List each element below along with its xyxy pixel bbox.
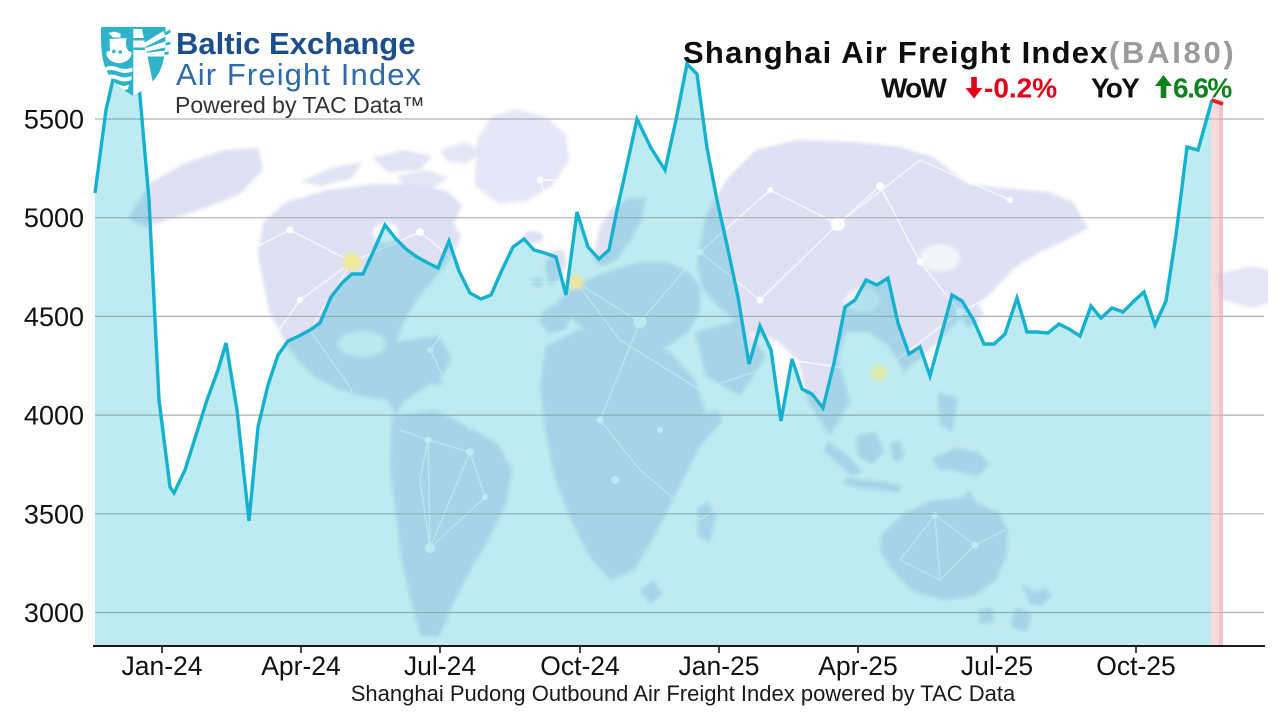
svg-text:Shanghai Air Freight Index: Shanghai Air Freight Index: [683, 35, 1109, 70]
svg-text:Oct-25: Oct-25: [1096, 651, 1176, 681]
svg-text:Jan-24: Jan-24: [121, 651, 202, 681]
svg-text:Jan-25: Jan-25: [678, 651, 759, 681]
svg-text:3500: 3500: [24, 499, 84, 529]
svg-text:3000: 3000: [24, 598, 84, 628]
svg-text:5000: 5000: [24, 203, 84, 233]
svg-text:4500: 4500: [24, 302, 84, 332]
svg-text:4000: 4000: [24, 401, 84, 431]
svg-text:Apr-25: Apr-25: [818, 651, 898, 681]
svg-text:YoY: YoY: [1091, 73, 1140, 104]
svg-text:Jul-24: Jul-24: [404, 651, 476, 681]
svg-text:Apr-24: Apr-24: [261, 651, 341, 681]
svg-text:5500: 5500: [24, 105, 84, 135]
svg-text:Oct-24: Oct-24: [540, 651, 620, 681]
svg-text:6.6%: 6.6%: [1173, 73, 1232, 104]
svg-text:WoW: WoW: [881, 73, 947, 104]
svg-text:(BAI80): (BAI80): [1109, 35, 1236, 70]
svg-text:Jul-25: Jul-25: [961, 651, 1033, 681]
svg-text:Shanghai Pudong Outbound Air F: Shanghai Pudong Outbound Air Freight Ind…: [351, 681, 1016, 706]
svg-text:Baltic Exchange: Baltic Exchange: [176, 26, 415, 61]
svg-text:Air Freight Index: Air Freight Index: [176, 57, 422, 92]
svg-text:Powered by TAC Data™: Powered by TAC Data™: [175, 92, 425, 118]
svg-text:-0.2%: -0.2%: [984, 73, 1057, 104]
